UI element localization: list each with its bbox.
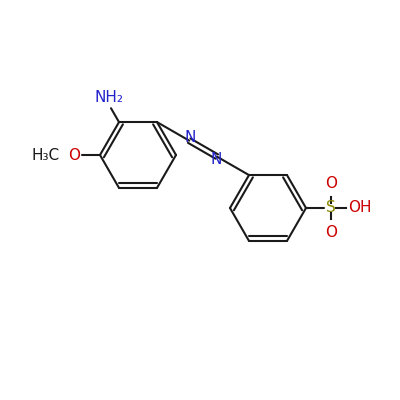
Text: O: O xyxy=(325,176,337,191)
Text: N: N xyxy=(210,152,222,167)
Text: N: N xyxy=(184,130,196,145)
Text: O: O xyxy=(68,148,80,162)
Text: NH₂: NH₂ xyxy=(94,90,124,105)
Text: S: S xyxy=(326,200,336,216)
Text: OH: OH xyxy=(348,200,372,216)
Text: H₃C: H₃C xyxy=(32,148,60,162)
Text: O: O xyxy=(325,225,337,240)
